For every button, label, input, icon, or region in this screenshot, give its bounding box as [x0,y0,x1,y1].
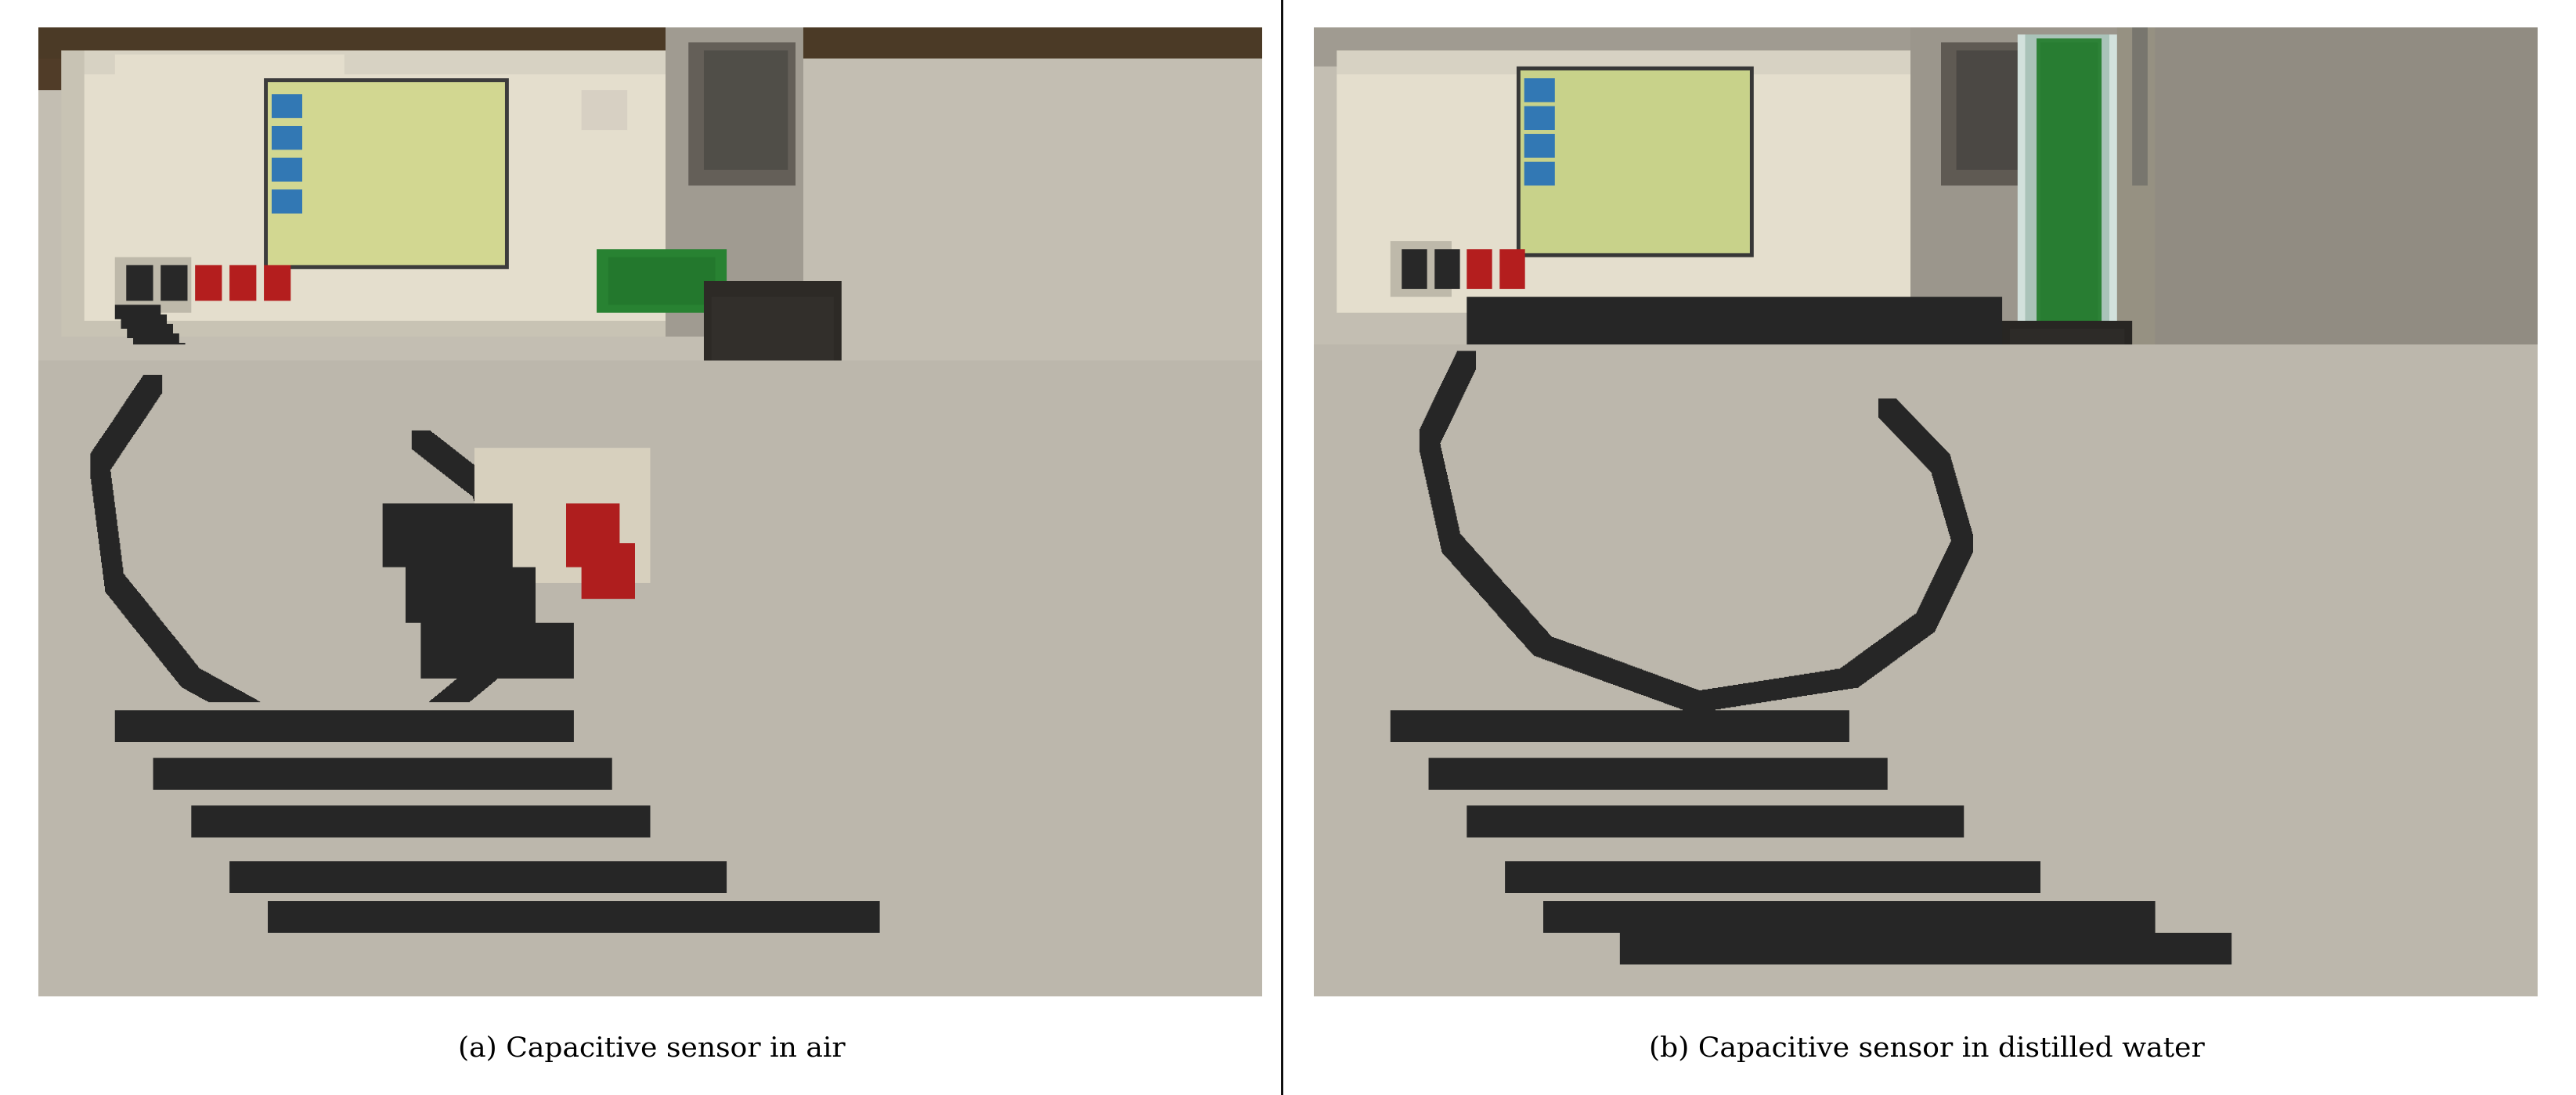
Text: (a) Capacitive sensor in air: (a) Capacitive sensor in air [459,1036,845,1062]
Text: (b) Capacitive sensor in distilled water: (b) Capacitive sensor in distilled water [1649,1036,2205,1062]
